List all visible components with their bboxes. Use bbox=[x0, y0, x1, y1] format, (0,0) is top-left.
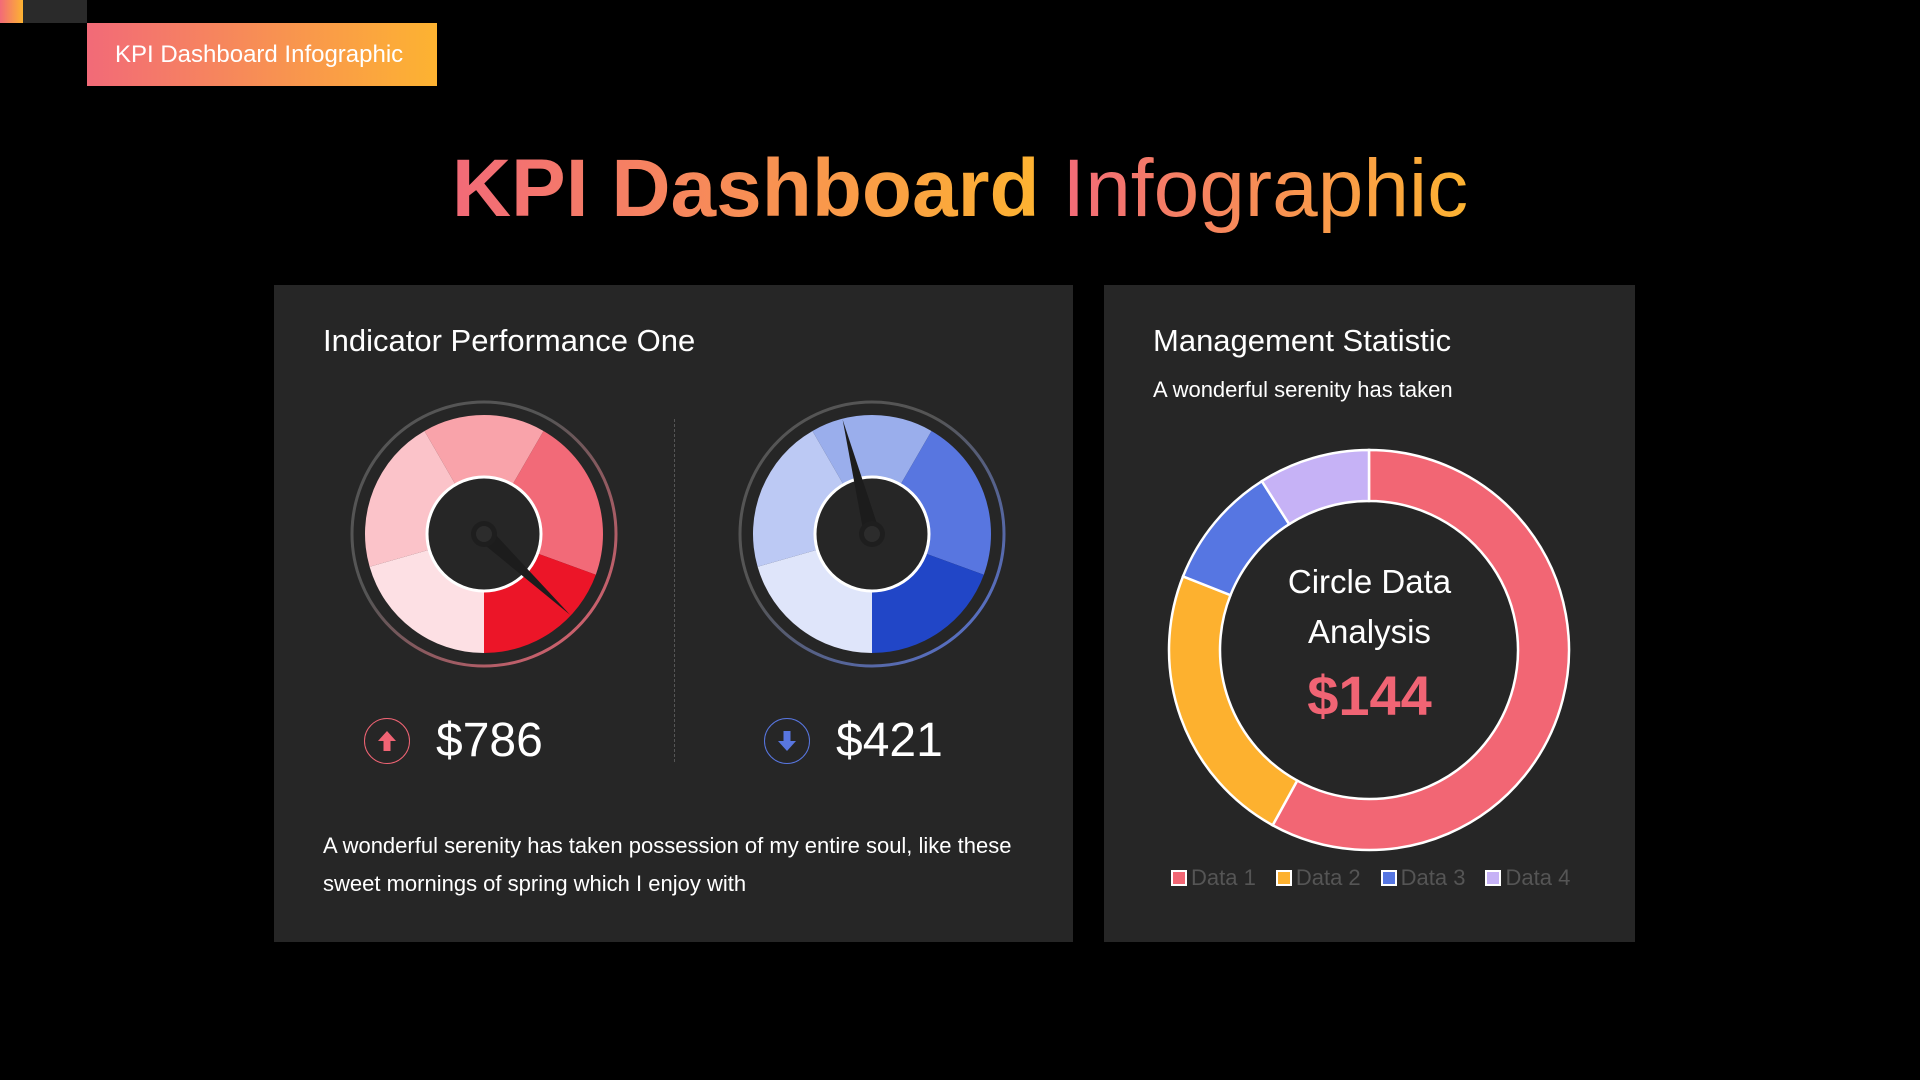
donut-slice-4 bbox=[1260, 448, 1371, 526]
gauge-blue bbox=[738, 400, 1006, 668]
description: A wonderful serenity has taken possessio… bbox=[323, 833, 1012, 896]
legend-item: Data 2 bbox=[1275, 865, 1361, 891]
center-line1: Circle Data bbox=[1287, 563, 1452, 600]
value-text: $786 bbox=[436, 714, 543, 767]
gauge-segment bbox=[900, 430, 991, 575]
arrow-up-icon bbox=[364, 717, 410, 764]
corner-accent bbox=[0, 0, 23, 23]
gauge-needle bbox=[842, 419, 880, 536]
legend-swatch bbox=[1171, 870, 1187, 886]
gauge-segment bbox=[812, 415, 932, 485]
page-title: KPI Dashboard Infographic bbox=[0, 148, 1920, 230]
legend-item: Data 4 bbox=[1485, 865, 1570, 891]
gauge-segment bbox=[484, 553, 596, 653]
chart-legend: Data 1 Data 2 Data 3 Data 4 bbox=[1171, 865, 1570, 891]
value-text: $421 bbox=[836, 714, 943, 767]
card-subtitle: A wonderful serenity has taken bbox=[1153, 377, 1453, 402]
card-title: Management Statistic bbox=[1153, 323, 1452, 358]
divider bbox=[674, 419, 675, 762]
indicator-card: Indicator Performance One $786 $421 A wo… bbox=[274, 285, 1073, 942]
legend-label: Data 2 bbox=[1295, 865, 1361, 890]
gauge-segment bbox=[757, 549, 872, 653]
gauge-segment bbox=[424, 415, 544, 485]
legend-label: Data 1 bbox=[1191, 865, 1256, 890]
legend-label: Data 3 bbox=[1400, 865, 1466, 890]
title-bold: KPI Dashboard bbox=[451, 143, 1040, 234]
gauge-segment bbox=[512, 430, 603, 575]
center-line2: Analysis bbox=[1308, 613, 1431, 650]
card-title: Indicator Performance One bbox=[323, 323, 696, 358]
banner-label: KPI Dashboard Infographic bbox=[115, 40, 404, 68]
corner-block bbox=[23, 0, 87, 23]
kpi-value-2: $421 bbox=[764, 713, 943, 768]
gauge-segment bbox=[365, 430, 456, 567]
legend-label: Data 4 bbox=[1505, 865, 1571, 890]
management-card: Management Statistic A wonderful serenit… bbox=[1104, 285, 1635, 942]
gauge-needle bbox=[478, 528, 571, 615]
gauge-segment bbox=[872, 553, 984, 653]
title-regular: Infographic bbox=[1062, 143, 1469, 234]
legend-item: Data 3 bbox=[1380, 865, 1466, 891]
kpi-value-1: $786 bbox=[364, 713, 543, 768]
gauge-red bbox=[350, 400, 618, 668]
legend-item: Data 1 bbox=[1171, 865, 1256, 891]
arrow-down-icon bbox=[764, 717, 810, 764]
gauge-rim bbox=[738, 400, 1006, 668]
header-banner: KPI Dashboard Infographic bbox=[87, 23, 437, 86]
gauge-segment bbox=[753, 430, 844, 567]
gauge-rim bbox=[350, 400, 618, 668]
donut-chart bbox=[1167, 448, 1571, 852]
legend-swatch bbox=[1275, 870, 1292, 886]
legend-swatch bbox=[1485, 870, 1502, 886]
gauge-segment bbox=[369, 549, 484, 653]
donut-slice-1 bbox=[1270, 448, 1571, 852]
center-value: $144 bbox=[1307, 664, 1432, 727]
legend-swatch bbox=[1380, 870, 1397, 886]
